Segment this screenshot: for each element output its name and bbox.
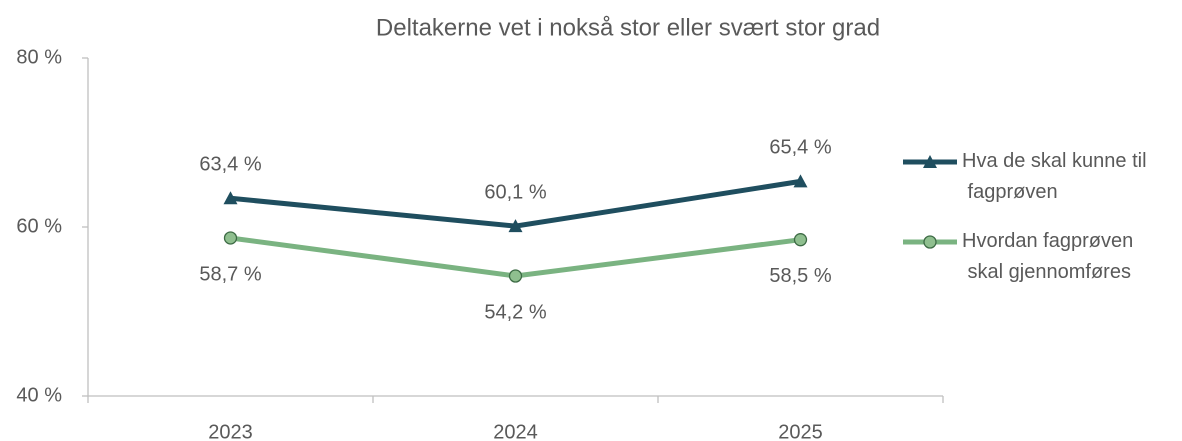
legend-label: Hva de skal kunne til fagprøven xyxy=(962,150,1147,203)
x-tick-label: 2024 xyxy=(493,421,538,441)
x-tick-label: 2025 xyxy=(778,421,823,441)
chart-title: Deltakerne vet i nokså stor eller svært … xyxy=(376,14,880,41)
y-tick-label: 60 % xyxy=(16,215,62,237)
data-point xyxy=(508,269,523,283)
y-tick-label: 80 % xyxy=(16,46,62,68)
legend-marker xyxy=(923,235,937,249)
data-point xyxy=(793,233,808,247)
data-label: 58,5 % xyxy=(769,265,831,287)
data-label: 60,1 % xyxy=(484,181,546,203)
data-point xyxy=(508,219,523,233)
data-point xyxy=(223,231,238,245)
data-label: 54,2 % xyxy=(484,301,546,323)
x-tick-label: 2023 xyxy=(208,421,253,441)
y-tick-label: 40 % xyxy=(16,384,62,406)
data-point xyxy=(223,191,238,205)
data-point xyxy=(793,174,808,188)
legend-label: Hvordan fagprøven skal gjennomføres xyxy=(962,230,1133,283)
legend-marker xyxy=(923,155,937,168)
data-label: 65,4 % xyxy=(769,137,831,159)
data-label: 58,7 % xyxy=(199,263,261,285)
data-label: 63,4 % xyxy=(199,154,261,176)
